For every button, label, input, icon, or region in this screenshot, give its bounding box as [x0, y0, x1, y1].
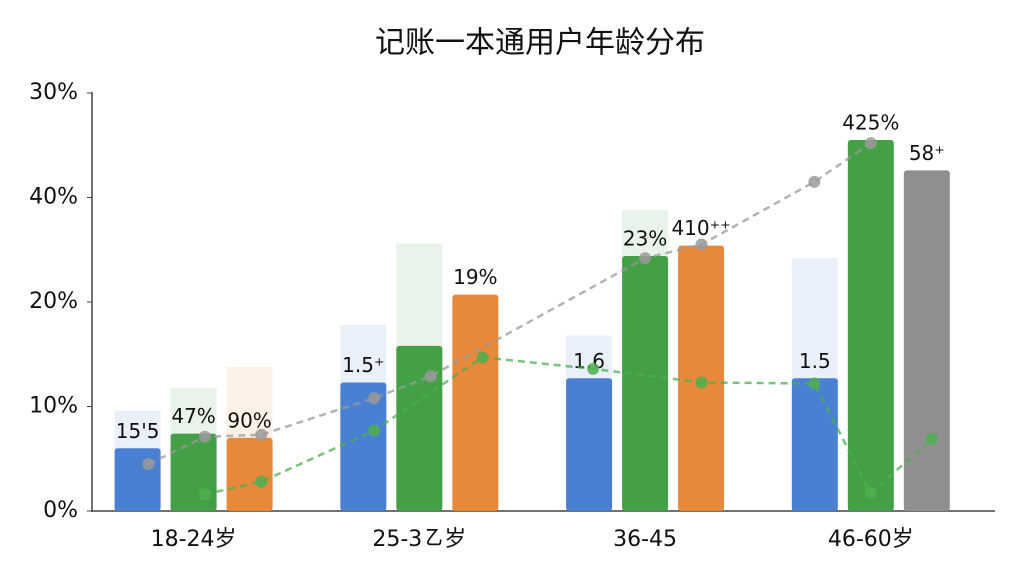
data-label: 15'5: [116, 419, 160, 443]
bar: [566, 378, 613, 511]
trend-point: [142, 457, 155, 470]
y-tick-label: 30%: [29, 80, 78, 105]
trend-point: [198, 430, 211, 443]
y-tick-label: 40%: [29, 185, 78, 210]
trend-point: [368, 424, 381, 437]
data-label: 23%: [623, 227, 667, 251]
trend-point: [695, 376, 708, 389]
y-tick-label: 20%: [29, 289, 78, 314]
bar: [622, 256, 669, 511]
trend-point: [198, 488, 211, 501]
bar: [396, 345, 443, 511]
data-label: 19%: [453, 265, 497, 289]
trend-point: [587, 362, 600, 375]
bar: [847, 140, 894, 511]
y-tick-label: 10%: [29, 394, 78, 419]
data-label: 47%: [171, 404, 215, 428]
trend-point: [255, 428, 268, 441]
bar: [170, 433, 217, 511]
data-label: 1.5⁺: [342, 353, 384, 377]
data-label: 425%: [842, 111, 899, 135]
bar: [903, 170, 950, 511]
chart-title: 记账一本通用户年龄分布: [375, 26, 705, 61]
bar: [791, 378, 838, 511]
trend-point: [476, 351, 489, 364]
trend-point: [424, 370, 437, 383]
data-label: 410⁺⁺: [671, 216, 730, 240]
x-tick-label: 25-3㇠岁: [372, 527, 466, 552]
data-label: 1.5: [799, 349, 831, 373]
bar: [340, 382, 387, 511]
x-tick-label: 18-24岁: [151, 527, 237, 552]
trend-point: [695, 238, 708, 251]
data-label: 58⁺: [909, 141, 945, 165]
trend-point: [864, 137, 877, 150]
trend-point: [808, 175, 821, 188]
trend-point: [639, 252, 652, 265]
data-label: 90%: [227, 408, 271, 432]
trend-line: [147, 142, 872, 466]
bar: [114, 448, 161, 511]
y-tick-label: 0%: [43, 498, 78, 523]
bar: [226, 437, 273, 511]
trend-point: [368, 392, 381, 405]
trend-point: [255, 475, 268, 488]
x-tick-label: 46-60岁: [828, 527, 914, 552]
bar: [452, 294, 499, 511]
x-tick-label: 36-45: [613, 527, 677, 552]
trend-point: [925, 432, 938, 445]
trend-point: [864, 487, 877, 500]
trend-point: [808, 377, 821, 390]
